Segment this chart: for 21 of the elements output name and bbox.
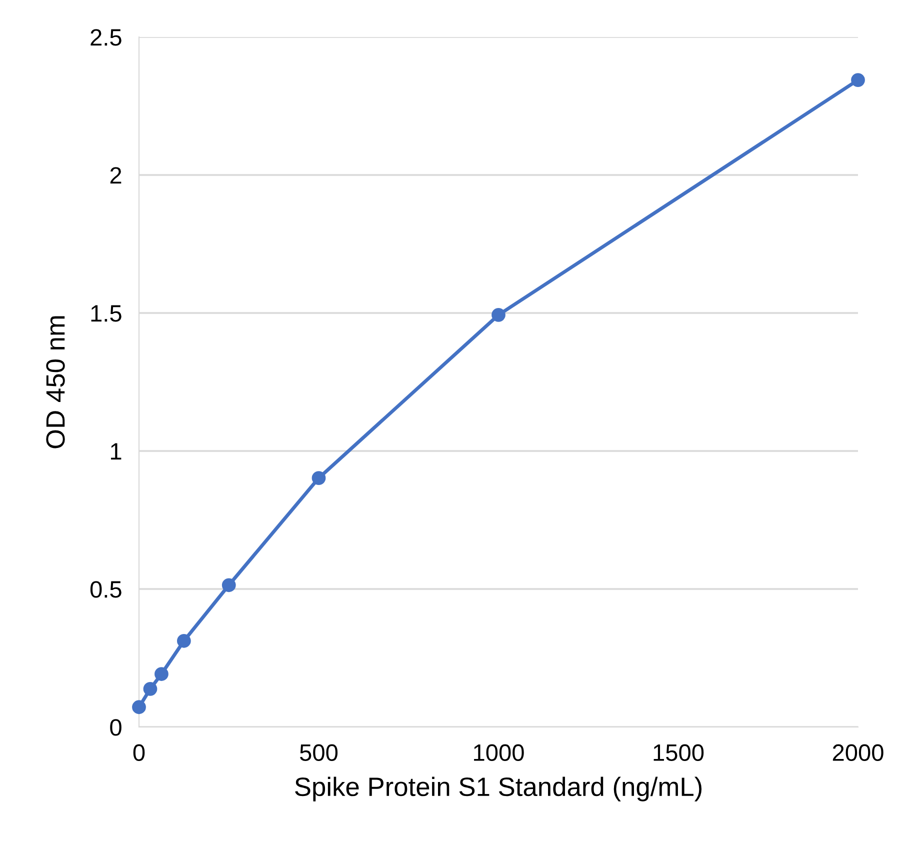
point xyxy=(492,308,506,322)
x-tick-label: 2000 xyxy=(832,744,884,762)
y-tick-label: 1.5 xyxy=(91,305,122,322)
x-tick-label: 1500 xyxy=(654,744,704,762)
point xyxy=(154,667,168,681)
y-tick-label: 0 xyxy=(110,719,122,736)
point xyxy=(312,471,326,485)
y-tick-label: 2.5 xyxy=(90,29,122,46)
x-axis-title: Spike Protein S1 Standard (ng/mL) xyxy=(295,776,702,802)
point xyxy=(143,682,158,696)
x-tick-label: 1000 xyxy=(474,744,524,762)
point xyxy=(176,634,191,648)
point xyxy=(132,700,146,714)
y-tick-label: 0.5 xyxy=(90,581,122,598)
point xyxy=(851,73,865,87)
y-axis-title: OD 450 nm xyxy=(46,316,65,448)
x-tick-label: 0 xyxy=(133,744,145,762)
y-tick-label: 1 xyxy=(111,443,122,460)
y-tick-label: 2 xyxy=(110,167,122,184)
point xyxy=(222,578,236,592)
x-tick-label: 500 xyxy=(300,744,338,762)
